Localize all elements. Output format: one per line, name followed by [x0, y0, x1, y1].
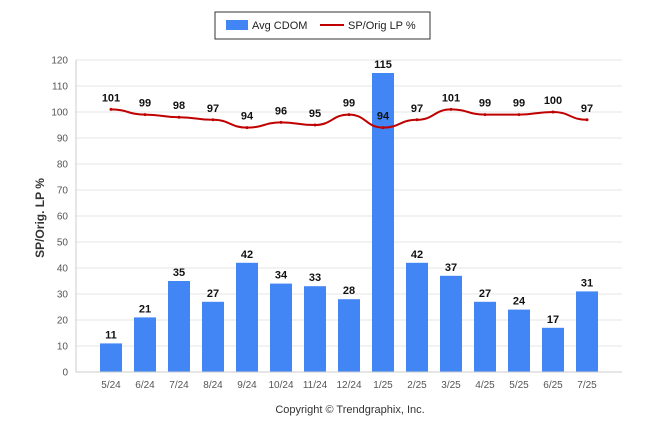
bar-data-label: 24 [513, 296, 526, 308]
line-data-label: 99 [513, 98, 525, 110]
line-point [245, 126, 249, 130]
line-point [585, 118, 589, 122]
bar [236, 262, 258, 372]
bar-data-label: 115 [374, 59, 392, 71]
y-tick-label: 80 [57, 160, 69, 171]
x-tick-label: 5/24 [101, 380, 121, 391]
line-data-label: 99 [139, 98, 151, 110]
line-data-label: 95 [309, 108, 321, 120]
y-tick-label: 70 [57, 186, 69, 197]
legend-swatch-bars [226, 20, 248, 30]
bar-data-label: 11 [105, 329, 117, 341]
bar [134, 317, 156, 372]
bar [508, 309, 530, 372]
y-tick-label: 20 [57, 316, 69, 327]
x-tick-label: 3/25 [441, 380, 461, 391]
line-data-label: 101 [442, 92, 460, 104]
x-tick-label: 6/25 [543, 380, 563, 391]
y-tick-label: 60 [57, 212, 69, 223]
x-tick-label: 10/24 [268, 380, 293, 391]
x-tick-label: 9/24 [237, 380, 257, 391]
bar [474, 301, 496, 372]
x-tick-label: 11/24 [303, 380, 328, 391]
y-tick-label: 110 [52, 82, 68, 93]
bar [440, 275, 462, 372]
bar-series: 11 21 35 27 42 34 33 28 115 42 37 27 24 17 31 [100, 59, 598, 372]
x-tick-label: 2/25 [407, 380, 427, 391]
line-point [177, 115, 181, 119]
line-data-label: 98 [173, 100, 185, 112]
legend-label-line: SP/Orig LP % [348, 20, 416, 32]
bar-data-label: 27 [207, 288, 219, 300]
y-tick-label: 10 [57, 342, 69, 353]
line-data-label: 100 [544, 95, 562, 107]
bar-data-label: 35 [173, 267, 185, 279]
bar [406, 262, 428, 372]
x-tick-label: 1/25 [373, 380, 393, 391]
bar [372, 73, 394, 372]
bar-data-label: 21 [139, 303, 151, 315]
bar [542, 327, 564, 372]
line-point [143, 113, 147, 117]
bar-data-label: 37 [445, 262, 457, 274]
legend-label-bars: Avg CDOM [252, 20, 307, 32]
bar-data-label: 33 [309, 272, 321, 284]
y-tick-label: 100 [51, 108, 68, 119]
y-tick-label: 120 [51, 56, 68, 67]
x-tick-label: 4/25 [475, 380, 495, 391]
line-point [211, 118, 215, 122]
y-tick-label: 40 [57, 264, 69, 275]
y-axis-ticks: 0 10 20 30 40 50 60 70 80 90 100 110 120 [51, 56, 68, 379]
bar-data-label: 31 [581, 277, 593, 289]
y-tick-label: 50 [57, 238, 69, 249]
line-point [313, 123, 317, 127]
line-data-label: 94 [377, 111, 390, 123]
y-tick-label: 30 [57, 290, 69, 301]
y-tick-label: 90 [57, 134, 69, 145]
bar [304, 286, 326, 372]
x-tick-label: 12/24 [336, 380, 361, 391]
bar [338, 299, 360, 372]
bar [202, 301, 224, 372]
bar-data-label: 42 [411, 249, 423, 261]
x-tick-label: 7/24 [169, 380, 189, 391]
bar [168, 281, 190, 372]
line-point [415, 118, 419, 122]
y-axis-title: SP/Orig. LP % [33, 178, 47, 258]
line-point [517, 113, 521, 117]
bar-data-label: 34 [275, 270, 288, 282]
line-point [483, 113, 487, 117]
bar-data-label: 17 [547, 314, 559, 326]
bar [100, 343, 122, 372]
line-data-label: 101 [102, 92, 120, 104]
line-data-label: 97 [411, 103, 423, 115]
line-point [449, 107, 453, 111]
line-point [347, 113, 351, 117]
line-point [551, 110, 555, 114]
line-series: 101 99 98 97 94 96 95 99 94 97 101 99 99 100 97 [102, 92, 593, 130]
line-data-label: 96 [275, 105, 287, 117]
bar-data-label: 28 [343, 285, 355, 297]
line-data-label: 94 [241, 111, 254, 123]
x-tick-label: 5/25 [509, 380, 529, 391]
line-point [381, 126, 385, 130]
bar-data-label: 27 [479, 288, 491, 300]
x-axis-ticks: 5/24 6/24 7/24 8/24 9/24 10/24 11/24 12/24 1/25 2… [76, 371, 622, 391]
x-tick-label: 8/24 [203, 380, 223, 391]
line-data-label: 99 [479, 98, 491, 110]
footer-copyright: Copyright © Trendgraphix, Inc. [275, 404, 424, 416]
line-data-label: 97 [581, 103, 593, 115]
y-tick-label: 0 [62, 368, 68, 379]
bar-data-label: 42 [241, 249, 253, 261]
line-data-label: 99 [343, 98, 355, 110]
line-point [109, 107, 113, 111]
line-point [279, 120, 283, 124]
legend: Avg CDOM SP/Orig LP % [214, 11, 431, 40]
bar [576, 291, 598, 372]
line-data-label: 97 [207, 103, 219, 115]
bar [270, 283, 292, 372]
x-tick-label: 6/24 [135, 380, 155, 391]
x-tick-label: 7/25 [577, 380, 597, 391]
